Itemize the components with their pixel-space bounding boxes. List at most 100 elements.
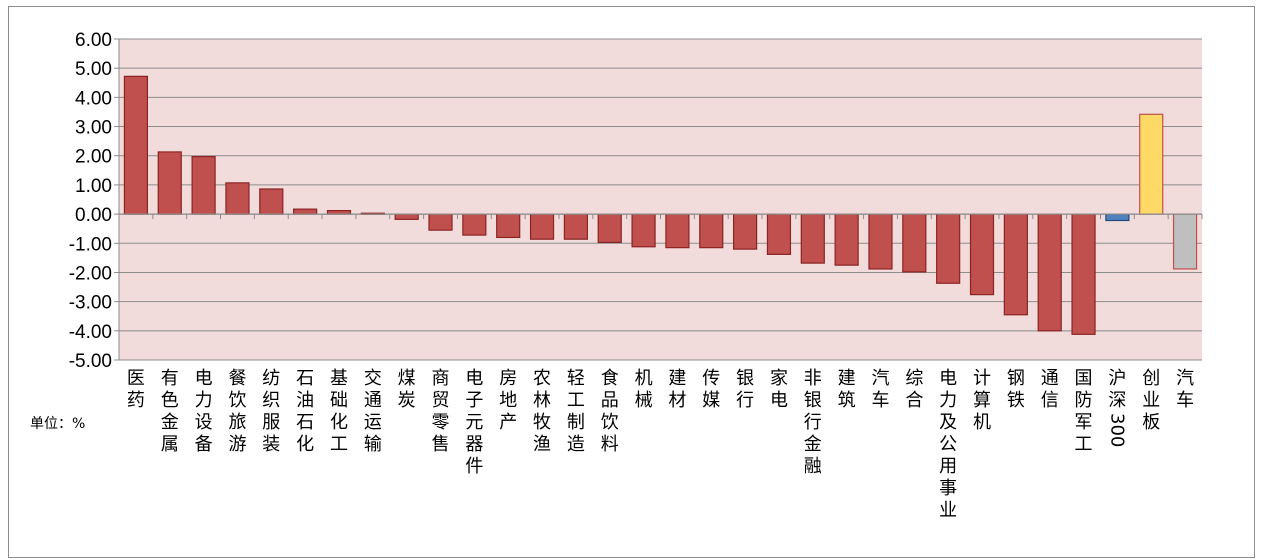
svg-text:贸: 贸 [432,390,450,411]
svg-text:金: 金 [161,412,179,433]
category-label: 机械 [635,368,653,411]
svg-text:沪: 沪 [1108,368,1126,389]
svg-text:器: 器 [465,434,483,455]
bar [1139,113,1164,215]
bar [259,188,284,215]
svg-text:银: 银 [804,390,822,411]
y-tick-label: -5.00 [69,351,112,372]
bar [123,75,149,215]
svg-text:元: 元 [465,412,483,433]
svg-text:子: 子 [465,390,483,411]
svg-text:建: 建 [668,368,686,389]
svg-text:材: 材 [668,390,686,411]
y-tick-label: 5.00 [75,59,112,80]
bar [631,213,656,248]
svg-text:药: 药 [127,390,145,411]
svg-text:电: 电 [465,368,483,389]
svg-text:公: 公 [939,434,957,455]
category-label: 家电 [770,368,788,411]
svg-text:食: 食 [601,368,619,389]
svg-text:餐: 餐 [228,368,246,389]
svg-text:力: 力 [939,390,957,411]
svg-text:料: 料 [601,434,619,455]
svg-text:创: 创 [1142,368,1160,389]
svg-text:装: 装 [262,434,280,455]
category-label: 传媒 [702,368,720,411]
svg-text:军: 军 [1075,412,1093,433]
bar [293,208,318,215]
bar [936,213,961,284]
category-label: 汽车 [1176,368,1194,411]
bar [1037,213,1062,332]
svg-text:售: 售 [432,434,450,455]
svg-text:设: 设 [195,412,213,433]
svg-text:饮: 饮 [601,412,619,433]
svg-text:车: 车 [871,390,889,411]
y-tick-label: -4.00 [69,322,112,343]
bar [665,213,690,249]
svg-text:汽: 汽 [871,368,889,389]
svg-text:础: 础 [330,390,348,411]
svg-text:计: 计 [973,368,991,389]
svg-text:机: 机 [973,412,991,433]
bar [597,213,622,243]
bar [225,182,250,215]
y-tick-label: 1.00 [75,176,112,197]
bar [191,156,216,215]
y-tick-label: 2.00 [75,147,112,168]
svg-text:板: 板 [1142,412,1160,433]
bar [766,213,792,255]
svg-text:业: 业 [939,500,957,521]
svg-text:医: 医 [127,368,145,389]
bar [868,213,893,270]
svg-text:油: 油 [296,390,314,411]
svg-text:运: 运 [364,412,382,433]
svg-text:深: 深 [1108,390,1126,411]
svg-text:及: 及 [939,412,957,433]
svg-text:300: 300 [1106,413,1127,447]
svg-text:传: 传 [702,368,720,389]
y-tick-label: 4.00 [75,88,112,109]
svg-text:金: 金 [804,434,822,455]
category-label: 计算机 [973,368,991,433]
svg-text:械: 械 [635,390,653,411]
svg-text:件: 件 [465,456,483,477]
svg-text:综: 综 [905,368,923,389]
svg-text:备: 备 [195,434,213,455]
svg-text:通: 通 [364,390,382,411]
svg-text:用: 用 [939,456,957,477]
svg-text:银: 银 [736,368,754,389]
svg-text:钢: 钢 [1007,368,1025,389]
y-tick-label: -3.00 [69,293,112,314]
svg-text:林: 林 [533,390,551,411]
svg-text:合: 合 [905,390,923,411]
svg-text:渔: 渔 [533,434,551,455]
svg-text:行: 行 [804,412,822,433]
svg-text:化: 化 [296,434,314,455]
category-label: 汽车 [871,368,889,411]
category-label: 综合 [905,368,923,411]
bar [563,213,588,240]
bar [969,213,995,296]
svg-text:旅: 旅 [228,412,246,433]
bar [157,151,182,215]
svg-text:石: 石 [296,412,314,433]
svg-text:煤: 煤 [398,368,416,389]
svg-text:车: 车 [1176,390,1194,411]
svg-text:炭: 炭 [398,390,416,411]
category-label: 煤炭 [398,368,416,411]
svg-text:产: 产 [499,412,517,433]
svg-text:色: 色 [161,390,179,411]
svg-text:工: 工 [330,434,348,455]
